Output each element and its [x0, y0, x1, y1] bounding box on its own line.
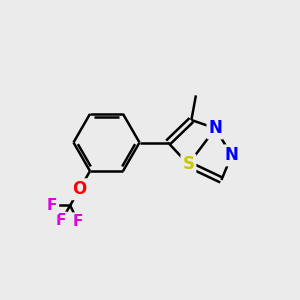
Text: S: S [182, 155, 194, 173]
Text: F: F [47, 198, 57, 213]
Text: F: F [56, 214, 66, 229]
Text: O: O [72, 180, 87, 198]
Text: N: N [225, 146, 238, 164]
Text: F: F [73, 214, 83, 229]
Text: N: N [208, 119, 222, 137]
